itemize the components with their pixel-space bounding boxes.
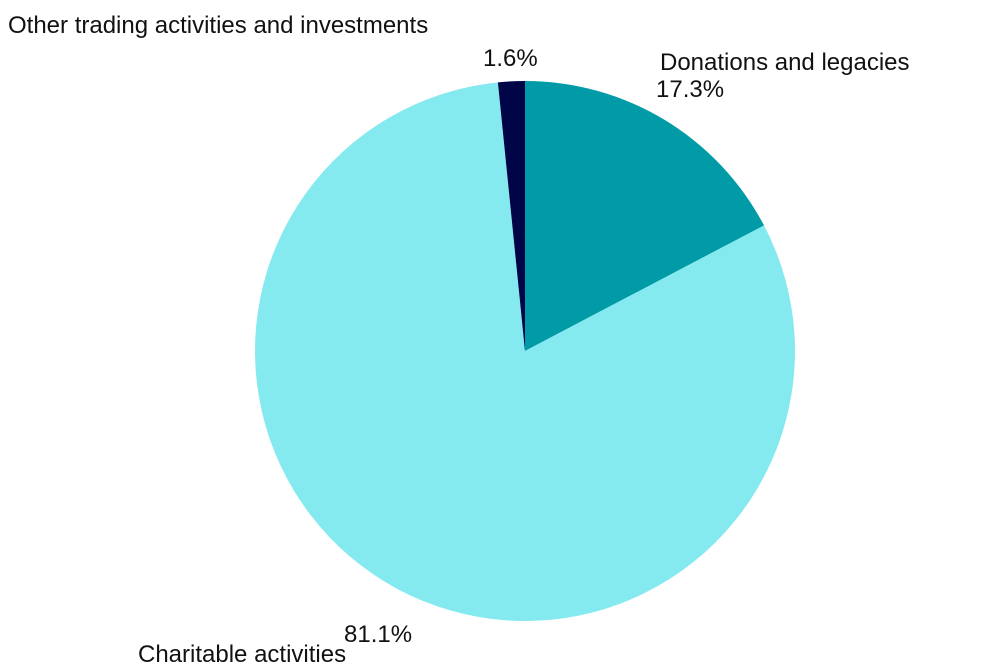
slice-percent-label-other-trading: 1.6% <box>483 45 538 72</box>
pie-slice-other-trading <box>497 81 525 351</box>
pie-labels: Donations and legacies 17.3% Charitable … <box>8 12 910 664</box>
slice-percent-label-donations: 17.3% <box>656 76 724 103</box>
slice-name-label-charitable: Charitable activities <box>138 641 346 664</box>
slice-name-label-other-trading: Other trading activities and investments <box>8 12 428 39</box>
pie-slices <box>254 81 795 621</box>
slice-name-label-donations: Donations and legacies <box>660 49 910 76</box>
pie-slice-charitable <box>254 82 795 621</box>
pie-slice-donations <box>525 81 765 351</box>
slice-percent-label-charitable: 81.1% <box>344 621 412 648</box>
